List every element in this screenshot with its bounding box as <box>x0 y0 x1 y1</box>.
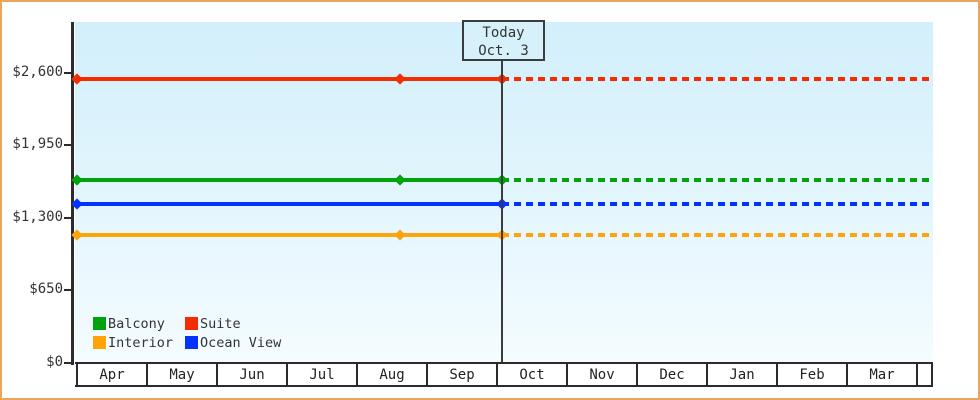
month-cell-border <box>636 362 638 387</box>
month-label-jan: Jan <box>729 367 755 383</box>
y-tick-label: $2,600 <box>12 63 63 80</box>
month-cell-border <box>76 362 78 387</box>
series-line-dotted-interior <box>501 232 931 237</box>
y-tick-mark <box>64 71 71 74</box>
series-line-dotted-balcony <box>501 178 931 183</box>
legend-label: Balcony <box>108 315 165 332</box>
y-tick-label: $650 <box>29 281 63 297</box>
today-date-label: Oct. 3 <box>478 43 529 59</box>
month-label-oct: Oct <box>519 367 545 383</box>
legend-item-suite: Suite <box>185 315 241 332</box>
y-axis-line <box>71 22 74 365</box>
month-label-jul: Jul <box>309 367 335 383</box>
month-cell-border <box>776 362 778 387</box>
legend-swatch-suite <box>185 317 198 330</box>
y-tick-label: $1,950 <box>12 136 63 152</box>
legend-swatch-ocean-view <box>185 336 198 349</box>
series-line-dotted-ocean-view <box>501 201 931 206</box>
month-cell-border <box>496 362 498 387</box>
month-label-jun: Jun <box>239 367 265 383</box>
plot-area <box>75 22 933 363</box>
legend-item-interior: Interior <box>93 334 174 351</box>
month-cell-border <box>426 362 428 387</box>
month-label-nov: Nov <box>589 367 615 383</box>
month-cell-border <box>216 362 218 387</box>
month-cell-border <box>286 362 288 387</box>
month-label-aug: Aug <box>379 367 405 383</box>
today-vertical-line <box>500 60 503 363</box>
month-axis-row <box>75 362 933 387</box>
month-cell-border <box>846 362 848 387</box>
month-cell-border <box>146 362 148 387</box>
month-label-may: May <box>169 367 195 383</box>
legend-item-ocean-view: Ocean View <box>185 334 282 351</box>
month-cell-border <box>566 362 568 387</box>
month-cell-border <box>931 362 933 387</box>
month-cell-border <box>916 362 918 387</box>
legend-swatch-balcony <box>93 317 106 330</box>
today-label: Today <box>482 25 525 41</box>
today-label-box: Today Oct. 3 <box>462 20 545 61</box>
legend-swatch-interior <box>93 336 106 349</box>
month-label-sep: Sep <box>449 367 475 383</box>
y-tick-mark <box>64 289 71 291</box>
month-label-apr: Apr <box>99 367 125 383</box>
series-line-dotted-suite <box>501 77 931 82</box>
month-label-feb: Feb <box>799 367 825 383</box>
y-tick-label: $1,300 <box>12 208 63 225</box>
legend-item-balcony: Balcony <box>93 315 165 332</box>
month-cell-border <box>706 362 708 387</box>
series-line-solid-suite <box>77 77 502 82</box>
series-line-solid-ocean-view <box>77 201 502 206</box>
month-cell-border <box>356 362 358 387</box>
y-tick-mark <box>64 361 71 364</box>
y-tick-label: $0 <box>46 353 63 370</box>
series-line-solid-interior <box>77 232 502 237</box>
legend-label: Suite <box>200 315 241 332</box>
series-line-solid-balcony <box>77 178 502 183</box>
legend-label: Ocean View <box>200 334 282 351</box>
y-tick-mark <box>64 144 71 146</box>
month-label-mar: Mar <box>869 367 895 383</box>
y-tick-mark <box>64 216 71 219</box>
month-label-dec: Dec <box>659 367 685 383</box>
legend-label: Interior <box>108 334 174 351</box>
